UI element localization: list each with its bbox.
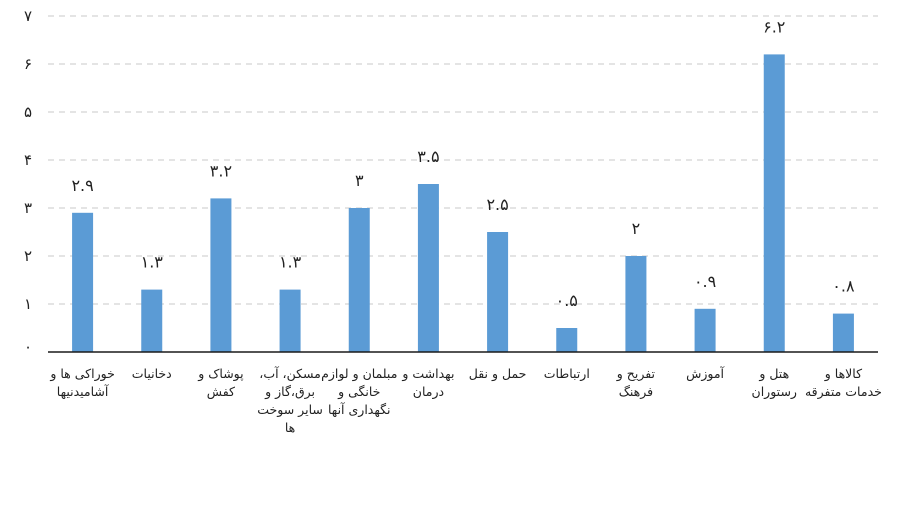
x-tick-label-line: خانگی و (337, 384, 380, 400)
x-tick-label: مبلمان و لوازم خانگی و نگهداری آنها (321, 366, 397, 418)
data-label: ۱.۳ (141, 253, 164, 272)
data-label: ۲ (632, 219, 641, 238)
x-tick-label-line: مسکن، آب، (259, 366, 321, 382)
gridlines (48, 15, 878, 305)
data-label: ۰.۸ (832, 277, 855, 296)
x-tick-label-line: خدمات متفرقه (805, 384, 882, 400)
y-tick-label: ۱ (24, 295, 32, 313)
x-tick-label: ارتباطات (544, 366, 590, 382)
x-tick-label: حمل و نقل (469, 366, 527, 382)
x-tick-label-line: آشامیدنیها (57, 384, 109, 400)
x-tick-label-line: نگهداری آنها (328, 402, 391, 418)
bars (72, 54, 854, 353)
data-label: ۱.۳ (279, 253, 302, 272)
x-tick-label-line: دخانیات (132, 366, 172, 381)
y-tick-label: ۲ (24, 247, 32, 265)
bar (556, 328, 578, 352)
x-tick-label-line: درمان (413, 384, 444, 400)
x-tick-label-line: سایر سوخت (257, 402, 323, 418)
data-label: ۳ (355, 171, 364, 190)
x-tick-label: دخانیات (132, 366, 172, 381)
x-tick-label-line: برق،گاز و (264, 384, 315, 400)
x-tick-label-line: کالاها و (824, 366, 862, 382)
x-tick-label-line: خوراکی ها و (49, 366, 114, 382)
bar (348, 208, 370, 352)
data-label: ۳.۲ (210, 161, 232, 180)
x-tick-label: تفریح و فرهنگ (616, 366, 656, 400)
y-tick-label: ۳ (24, 199, 32, 217)
x-tick-label-line: ارتباطات (544, 366, 590, 382)
bar (832, 313, 854, 352)
data-label: ۰.۹ (694, 272, 716, 291)
data-labels: ۲.۹ ۱.۳ ۳.۲ ۱.۳ ۳ ۳.۵ ۲.۵ ۰.۵ ۲ ۰.۹ ۶.۲ ۰.۸ (71, 17, 855, 310)
x-tick-label-line: ها (285, 420, 295, 435)
x-tick-label-line: فرهنگ (619, 384, 653, 400)
y-tick-label: ۴ (24, 151, 32, 169)
x-tick-label-line: مبلمان و لوازم (321, 366, 397, 382)
x-tick-label-line: کفش (207, 384, 235, 400)
data-label: ۲.۵ (486, 195, 508, 214)
x-tick-label: آموزش (686, 366, 724, 382)
x-tick-label: هتل و رستوران (752, 366, 797, 400)
bar (279, 289, 301, 352)
x-tick-label-line: پوشاک و (197, 366, 244, 382)
data-label: ۶.۲ (763, 17, 785, 36)
x-tick-label-line: آموزش (686, 366, 724, 382)
y-tick-label: ۵ (24, 103, 32, 121)
bar (625, 256, 647, 352)
bar (72, 212, 94, 352)
x-tick-label: خوراکی ها و آشامیدنیها (49, 366, 114, 400)
x-tick-label-line: رستوران (752, 384, 797, 400)
x-tick-label: کالاها و خدمات متفرقه (805, 366, 882, 400)
data-label: ۰.۵ (556, 291, 578, 310)
x-tick-label: بهداشت و درمان (401, 366, 454, 400)
y-tick-label: ۶ (24, 55, 32, 73)
y-tick-label: ۰ (24, 338, 32, 356)
y-axis-ticks: ۰ ۱ ۲ ۳ ۴ ۵ ۶ ۷ (24, 7, 32, 356)
x-tick-label: مسکن، آب، برق،گاز و سایر سوخت ها (257, 366, 323, 435)
y-tick-label: ۷ (24, 7, 32, 25)
bar (487, 232, 509, 352)
bar (417, 184, 439, 352)
bar (141, 289, 163, 352)
x-axis-labels: خوراکی ها و آشامیدنیها دخانیات پوشاک و کفش مس… (49, 366, 882, 435)
x-tick-label-line: هتل و (758, 366, 789, 382)
data-label: ۳.۵ (417, 147, 439, 166)
x-tick-label: پوشاک و کفش (197, 366, 244, 400)
data-label: ۲.۹ (71, 176, 93, 195)
x-tick-label-line: تفریح و (616, 366, 656, 382)
bar (210, 198, 232, 352)
x-tick-label-line: بهداشت و (401, 366, 454, 382)
bar (763, 54, 785, 353)
x-tick-label-line: حمل و نقل (469, 366, 527, 382)
bar (694, 308, 716, 352)
